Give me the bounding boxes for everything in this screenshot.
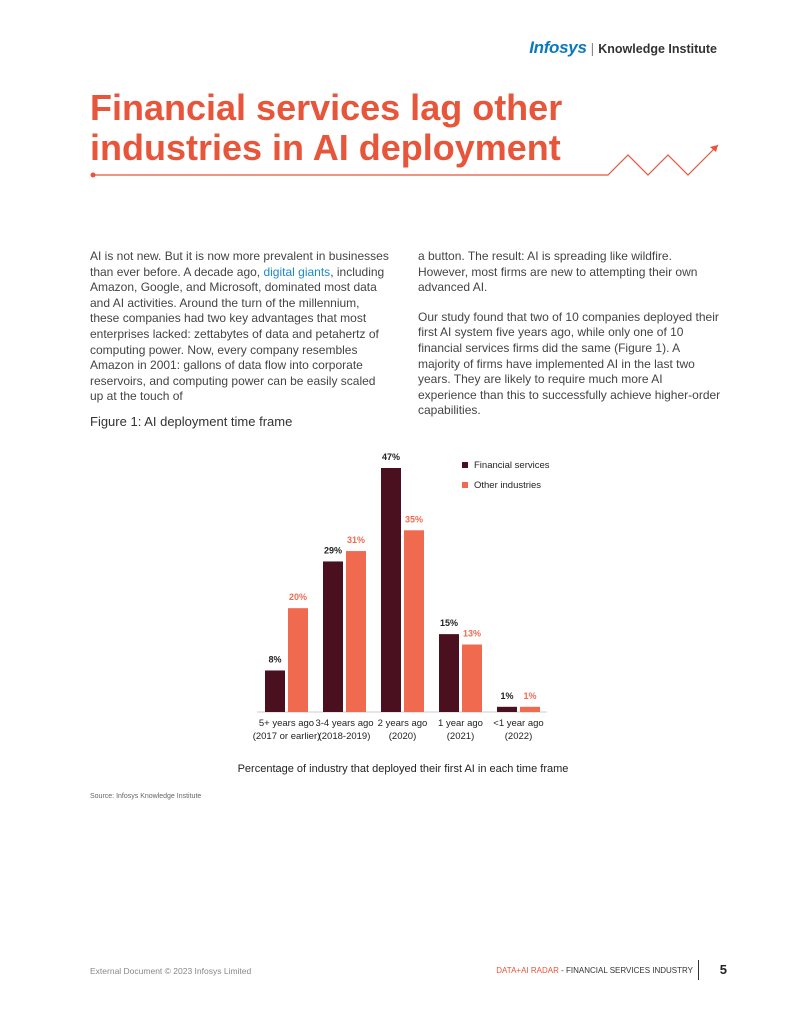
- header-brand: Infosys | Knowledge Institute: [529, 38, 717, 58]
- page-title: Financial services lag other industries …: [90, 87, 563, 168]
- bar-financial-1: [323, 561, 343, 712]
- data-label-financial-4: 1%: [500, 691, 513, 701]
- footer-report-title: DATA+AI RADAR - FINANCIAL SERVICES INDUS…: [496, 966, 693, 975]
- bar-financial-0: [265, 670, 285, 712]
- legend-label-1: Other industries: [474, 480, 541, 491]
- category-label-0-0: 5+ years ago: [259, 718, 314, 729]
- bar-other-3: [462, 644, 482, 712]
- bar-financial-2: [381, 468, 401, 712]
- col1-text-a: AI is not new. But it is now more preval…: [90, 249, 389, 279]
- data-label-financial-3: 15%: [440, 618, 458, 628]
- bar-other-2: [404, 530, 424, 712]
- data-label-financial-2: 47%: [382, 452, 400, 462]
- col2-paragraph-2: Our study found that two of 10 companies…: [418, 309, 721, 418]
- footer-divider: [698, 960, 699, 980]
- data-label-other-4: 1%: [523, 691, 536, 701]
- title-underline-decoration: [90, 144, 719, 178]
- col1-paragraph: AI is not new. But it is now more preval…: [90, 249, 390, 405]
- category-label-4-0: <1 year ago: [493, 718, 543, 729]
- data-label-other-1: 31%: [347, 535, 365, 545]
- category-label-1-0: 3-4 years ago: [315, 718, 373, 729]
- infosys-logo: Infosys: [529, 38, 587, 57]
- body-column-1: AI is not new. But it is now more preval…: [90, 249, 390, 419]
- brand-name: Knowledge Institute: [598, 42, 717, 56]
- data-label-financial-1: 29%: [324, 545, 342, 555]
- page-number: 5: [719, 962, 727, 977]
- footer-copyright: External Document © 2023 Infosys Limited: [90, 966, 252, 976]
- category-label-2-0: 2 years ago: [378, 718, 428, 729]
- digital-giants-link[interactable]: digital giants: [263, 264, 331, 279]
- data-label-other-3: 13%: [463, 629, 481, 639]
- report-rest: - FINANCIAL SERVICES INDUSTRY: [558, 966, 693, 975]
- brand-separator: |: [590, 40, 595, 56]
- bar-financial-4: [497, 706, 517, 712]
- bar-other-4: [520, 706, 540, 712]
- bar-other-1: [346, 551, 366, 712]
- category-label-3-1: (2021): [447, 731, 474, 742]
- data-label-other-2: 35%: [405, 514, 423, 524]
- bar-other-0: [288, 608, 308, 712]
- category-label-0-1: (2017 or earlier): [253, 731, 321, 742]
- legend-label-0: Financial services: [474, 460, 550, 471]
- category-label-3-0: 1 year ago: [438, 718, 483, 729]
- col2-paragraph-1: a button. The result: AI is spreading li…: [418, 249, 698, 295]
- col1-text-b: , including Amazon, Google, and Microsof…: [90, 264, 385, 404]
- zigzag-line: [93, 144, 719, 176]
- category-label-1-1: (2018-2019): [319, 731, 371, 742]
- data-label-other-0: 20%: [289, 592, 307, 602]
- data-label-financial-0: 8%: [268, 654, 281, 664]
- report-highlight: DATA+AI RADAR: [496, 966, 559, 975]
- category-label-4-1: (2022): [505, 731, 532, 742]
- category-label-2-1: (2020): [389, 731, 416, 742]
- x-axis-caption: Percentage of industry that deployed the…: [238, 763, 569, 775]
- body-column-2: a button. The result: AI is spreading li…: [418, 249, 723, 433]
- legend-swatch-0: [462, 462, 468, 468]
- bar-chart: 8% 20% 5+ years ago (2017 or earlier) 29% 31%…: [238, 452, 569, 775]
- arrow-head-icon: [710, 145, 718, 152]
- figure-title: Figure 1: AI deployment time frame: [90, 414, 293, 429]
- figure-source: Source: Infosys Knowledge Institute: [90, 793, 202, 800]
- bar-financial-3: [439, 634, 459, 712]
- legend-swatch-1: [462, 482, 468, 488]
